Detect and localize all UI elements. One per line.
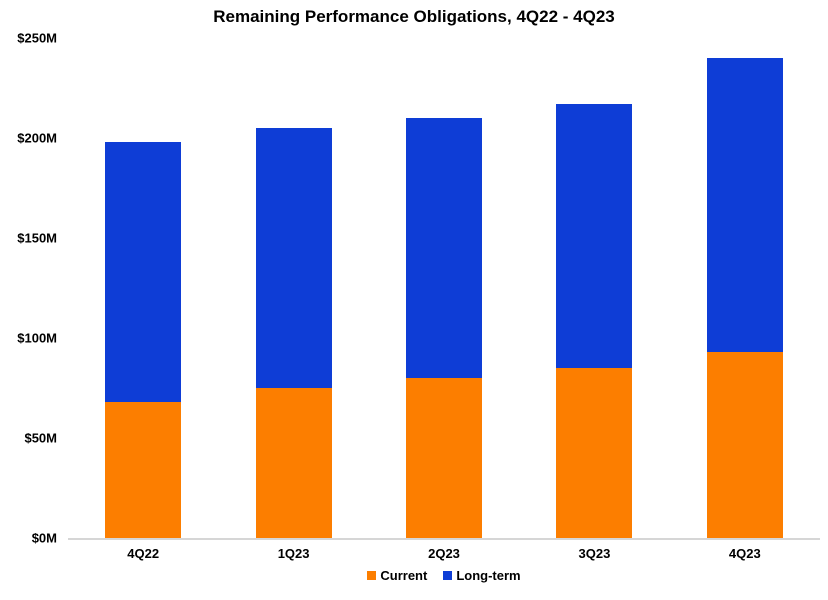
bar-slot <box>519 38 669 538</box>
bar-slot <box>670 38 820 538</box>
bar-slot <box>369 38 519 538</box>
y-tick-label: $0M <box>31 530 57 546</box>
y-tick-label: $150M <box>17 230 57 246</box>
x-tick-label: 2Q23 <box>428 546 460 561</box>
bar-segment-long-term-4q22 <box>105 142 182 402</box>
legend-swatch-icon <box>443 571 453 580</box>
y-tick-label: $200M <box>17 130 57 146</box>
x-axis: 4Q22 1Q23 2Q23 3Q23 4Q23 <box>68 546 820 561</box>
bar-segment-long-term-2q23 <box>406 118 483 378</box>
bar-segment-current-2q23 <box>406 378 483 538</box>
legend-label: Long-term <box>456 568 521 583</box>
y-axis: $250M $200M $150M $100M $50M $0M <box>0 31 57 546</box>
bar-segment-current-4q22 <box>105 402 182 538</box>
legend-swatch-icon <box>367 571 377 580</box>
stacked-bar-4q22 <box>105 142 182 538</box>
stacked-bar-1q23 <box>255 128 332 538</box>
bar-segment-long-term-1q23 <box>255 128 332 388</box>
legend-label: Current <box>380 568 428 583</box>
bar-slot <box>218 38 368 538</box>
plot-area <box>68 38 820 540</box>
x-tick-label: 1Q23 <box>277 546 310 561</box>
bar-slot <box>68 38 218 538</box>
stacked-bar-2q23 <box>406 118 483 538</box>
y-tick-label: $250M <box>17 30 57 46</box>
x-tick-label: 4Q22 <box>127 546 160 561</box>
bar-segment-current-3q23 <box>556 368 633 538</box>
legend: Current Long-term <box>68 568 820 583</box>
bar-segment-current-1q23 <box>255 388 332 538</box>
bar-segment-long-term-4q23 <box>706 58 783 352</box>
x-tick-label: 4Q23 <box>728 546 761 561</box>
chart-title: Remaining Performance Obligations, 4Q22 … <box>213 7 615 26</box>
stacked-bar-4q23 <box>706 58 783 538</box>
y-tick-label: $100M <box>17 330 57 346</box>
legend-item-current: Current <box>367 568 427 583</box>
bar-segment-current-4q23 <box>706 352 783 538</box>
stacked-bar-3q23 <box>556 104 633 538</box>
y-tick-label: $50M <box>24 430 57 446</box>
bar-segment-long-term-3q23 <box>556 104 633 368</box>
x-tick-label: 3Q23 <box>578 546 611 561</box>
legend-item-long-term: Long-term <box>443 568 521 583</box>
